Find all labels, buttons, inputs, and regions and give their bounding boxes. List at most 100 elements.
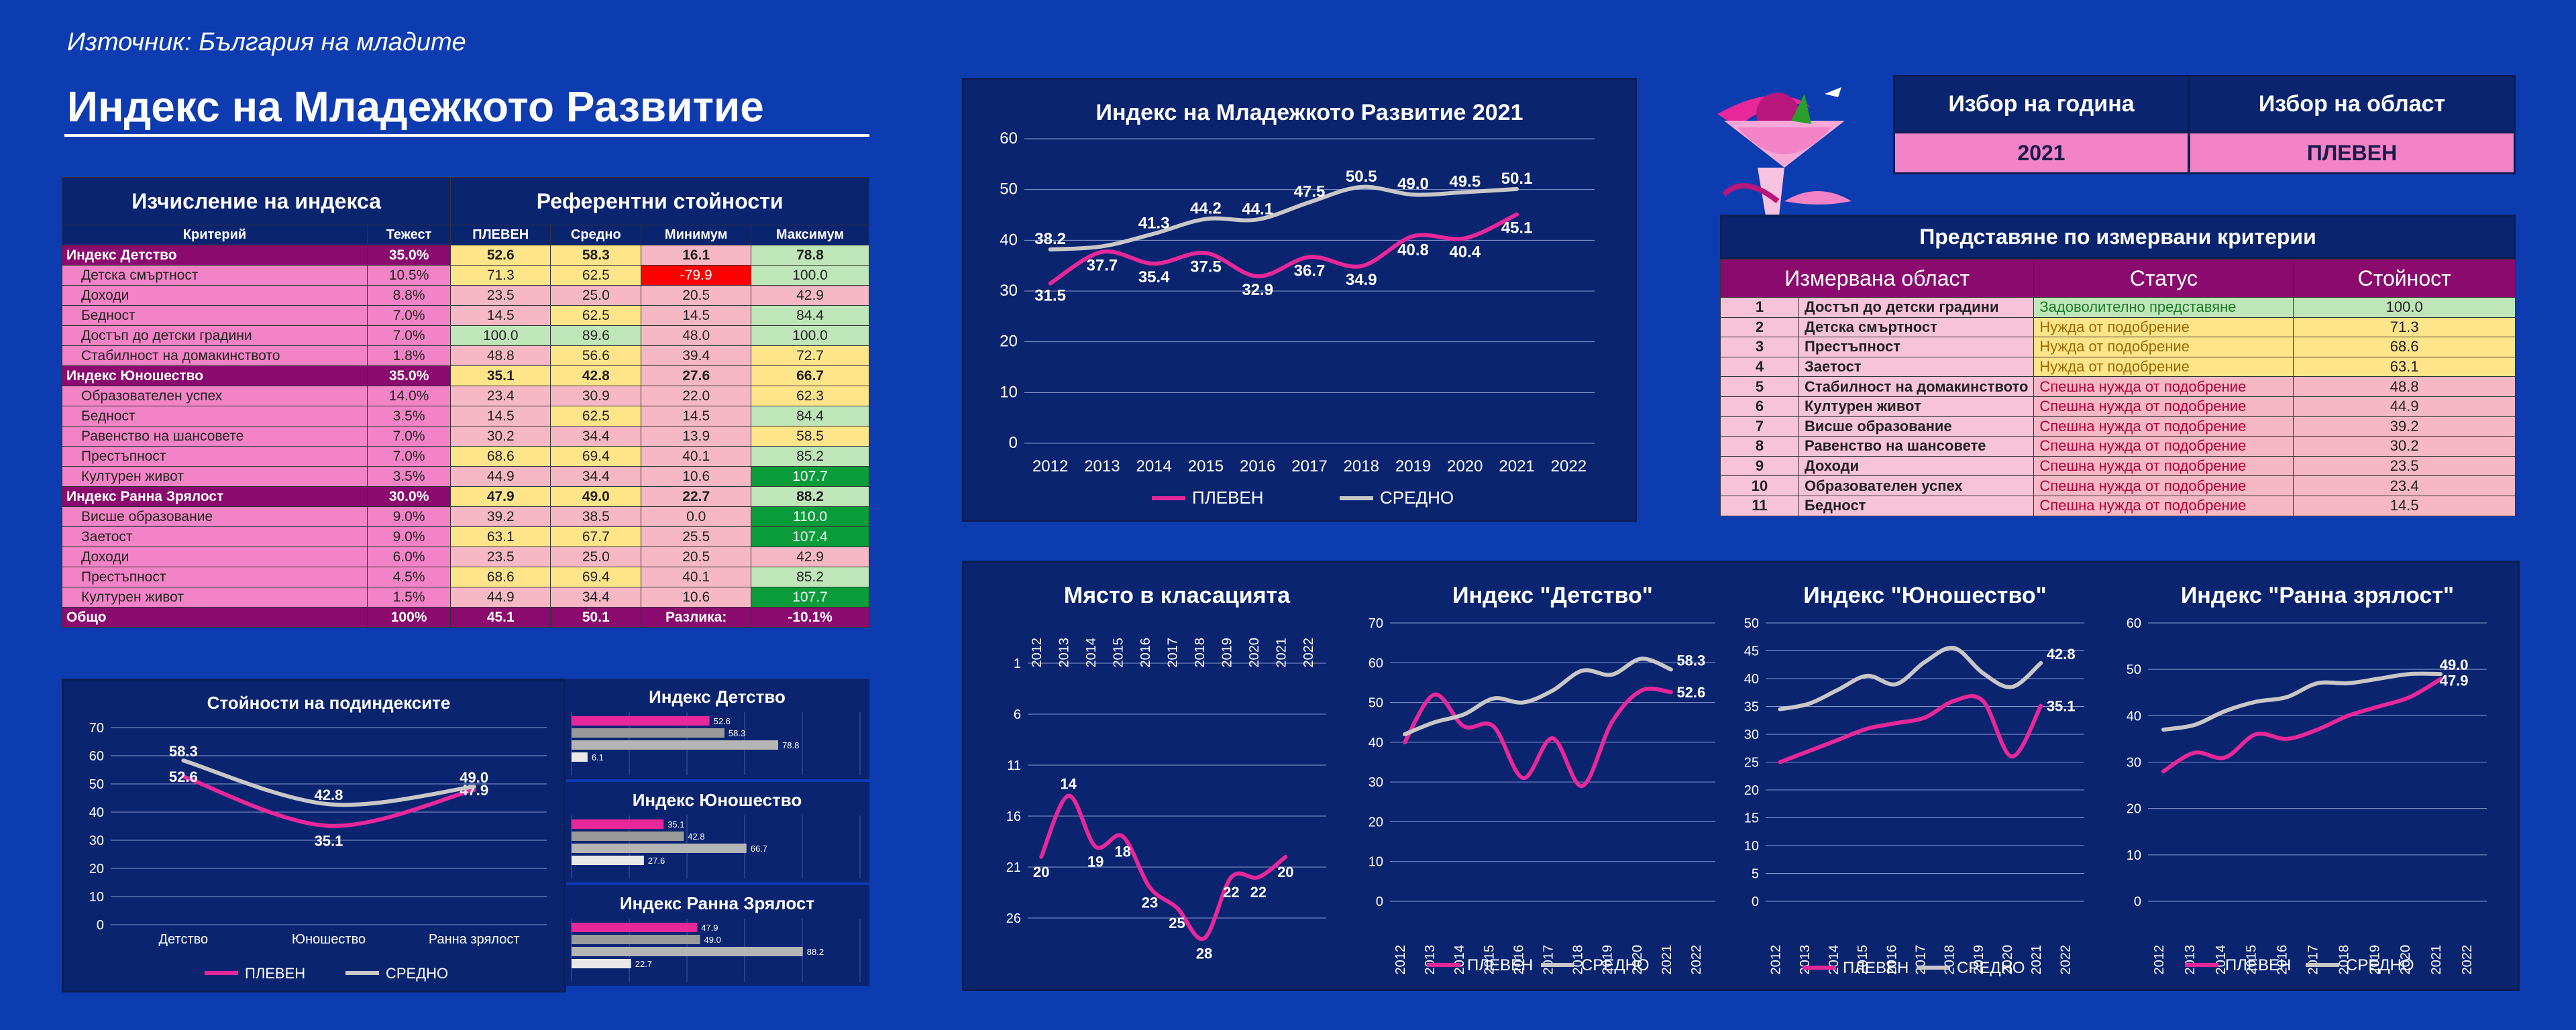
measured-cell: 71.3 — [2293, 317, 2516, 338]
main-index-chart: Индекс на Младежкото Развитие 2021 0 10 20 3… — [1000, 100, 1595, 508]
data-label: 14 — [1060, 776, 1077, 793]
bar — [572, 716, 710, 726]
x-tick-label: 2017 — [1291, 457, 1327, 475]
measured-cell: 5 — [1720, 376, 1799, 397]
measured-cell: Доходи — [1798, 455, 2035, 477]
average-series-line — [1048, 184, 1519, 251]
bar-group-title: Индекс Ранна Зрялост — [620, 893, 814, 913]
x-tick-label: 2012 — [2152, 945, 2167, 975]
x-tick-label: 2020 — [1247, 638, 1262, 668]
calc-row: Доходи 6.0% 23.5 25.0 20.5 42.9 — [62, 547, 869, 567]
x-tick-label: 2017 — [1542, 945, 1556, 975]
year-select[interactable]: 2021 — [1893, 131, 2190, 174]
bar-label: 49.0 — [704, 935, 721, 945]
trend-charts-panel: Място в класацията 1 6 11 16 21 26 2012 2013 2014… — [962, 561, 2520, 991]
calc-cell: 23.4 — [450, 386, 551, 406]
x-tick-label: 2020 — [1630, 945, 1645, 975]
calc-row: Висше образование 9.0% 39.2 38.5 0.0 110.0 — [62, 506, 869, 527]
calc-header-left: Изчисление на индекса — [61, 177, 451, 225]
y-tick-label: 60 — [1000, 129, 1018, 148]
y-tick-label: 6 — [1014, 707, 1021, 722]
x-tick-label: 2012 — [1769, 945, 1784, 975]
y-tick-label: 0 — [97, 918, 104, 933]
calc-cell: 38.5 — [550, 506, 642, 527]
calc-cell: Равенство на шансовете — [62, 426, 368, 447]
calc-row: Равенство на шансовете 7.0% 30.2 34.4 13.9 58… — [62, 426, 869, 447]
data-label: 52.6 — [1676, 684, 1705, 701]
y-tick-label: 10 — [2127, 848, 2141, 863]
calc-cell: 7.0% — [366, 305, 451, 326]
data-label: 18 — [1114, 843, 1130, 860]
measured-row: 10 Образователен успех Спешна нужда от под… — [1720, 475, 2516, 496]
x-tick-label: 2019 — [1220, 638, 1234, 668]
measured-row: 2 Детска смъртност Нужда от подобрение 71.3 — [1720, 317, 2516, 338]
pleven-series-line — [181, 775, 476, 828]
measured-cell: Достъп до детски градини — [1798, 297, 2035, 318]
y-tick-label: 60 — [2127, 616, 2141, 631]
average-series-line — [181, 758, 476, 807]
y-tick-label: 26 — [1006, 911, 1021, 926]
legend-average-label: СРЕДНО — [2346, 956, 2414, 974]
x-tick-label: 2013 — [2183, 945, 2198, 975]
measured-cell: Спешна нужда от подобрение — [2033, 436, 2294, 457]
measured-cell: Образователен успех — [1798, 475, 2035, 496]
legend-pleven-label: ПЛЕВЕН — [1843, 959, 1909, 977]
calc-cell: Заетост — [62, 526, 368, 547]
subindex-chart-panel: Стойности на подиндексите 0 10 20 30 40 50 60 70… — [62, 679, 566, 992]
calc-cell: 68.6 — [450, 567, 551, 587]
x-tick-label: 2022 — [1301, 638, 1316, 668]
calc-cell: 14.0% — [366, 386, 451, 406]
calc-cell: 25.5 — [641, 526, 752, 547]
data-label: 20 — [1033, 864, 1049, 880]
calc-cell: Доходи — [62, 285, 368, 306]
measured-cell: Спешна нужда от подобрение — [2033, 475, 2294, 496]
y-tick-label: 60 — [1368, 656, 1383, 671]
calc-cell: Достъп до детски градини — [62, 325, 368, 346]
data-label: 49.0 — [460, 769, 488, 786]
calc-row: Престъпност 4.5% 68.6 69.4 40.1 85.2 — [62, 567, 869, 587]
y-tick-label: 70 — [89, 721, 104, 736]
calc-cell: 78.8 — [751, 245, 869, 266]
data-label: 49.5 — [1449, 172, 1481, 190]
legend-pleven-label: ПЛЕВЕН — [2225, 956, 2291, 974]
measured-row: 1 Достъп до детски градини Задоволително п… — [1720, 297, 2516, 318]
y-tick-label: 21 — [1006, 860, 1021, 875]
bar — [572, 947, 803, 956]
data-label: 50.5 — [1346, 168, 1377, 186]
y-tick-label: 30 — [1744, 728, 1759, 742]
data-label: 34.9 — [1346, 271, 1377, 289]
calc-cell: 27.6 — [641, 365, 752, 386]
bar — [572, 740, 779, 750]
data-label: 19 — [1087, 854, 1104, 870]
measured-cell: Спешна нужда от подобрение — [2033, 455, 2294, 477]
bar — [572, 923, 698, 932]
y-tick-label: 20 — [89, 862, 104, 876]
calc-cell: 89.6 — [550, 325, 642, 346]
measured-cell: Нужда от подобрение — [2033, 337, 2294, 357]
calc-cell: 4.5% — [366, 567, 451, 587]
calc-cell: -79.9 — [641, 265, 752, 286]
calc-cell: 69.4 — [550, 567, 642, 587]
y-tick-label: 60 — [89, 749, 104, 764]
bar — [572, 844, 747, 853]
x-tick-label: 2018 — [2337, 945, 2351, 975]
calc-cell: 13.9 — [641, 426, 752, 447]
source-label: Източник: България на младите — [67, 28, 466, 56]
calc-cell: 84.4 — [751, 406, 869, 426]
measured-cell: Културен живот — [1798, 396, 2035, 417]
x-tick-label: 2021 — [1274, 638, 1289, 668]
calc-row: Общо 100% 45.1 50.1 Разлика: -10.1% — [62, 607, 869, 628]
data-label: 42.8 — [315, 787, 343, 803]
y-tick-label: 40 — [1368, 736, 1383, 750]
x-tick-label: 2014 — [1827, 945, 1841, 975]
data-label: 49.0 — [1397, 175, 1429, 193]
calc-cell: 10.6 — [641, 466, 752, 487]
calc-cell: 58.5 — [751, 426, 869, 447]
measured-row: 6 Културен живот Спешна нужда от подобрени… — [1720, 396, 2516, 417]
region-select[interactable]: ПЛЕВЕН — [2188, 131, 2516, 174]
pleven-series-line — [1048, 212, 1519, 286]
measured-row: 4 Заетост Нужда от подобрение 63.1 — [1720, 356, 2516, 378]
measured-cell: 4 — [1720, 356, 1799, 378]
calc-col-header: Тежест — [366, 225, 451, 245]
